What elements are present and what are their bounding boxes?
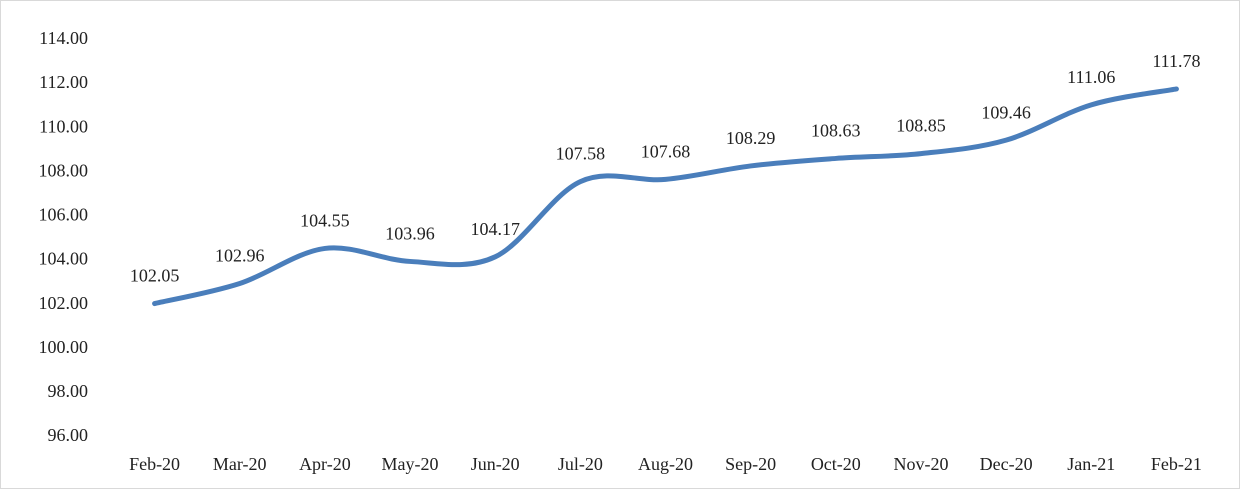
data-label: 107.58 — [556, 144, 606, 164]
y-tick-label: 102.00 — [39, 293, 89, 313]
data-label: 111.78 — [1152, 51, 1200, 71]
x-tick-label: Mar-20 — [213, 454, 267, 474]
y-tick-label: 104.00 — [39, 249, 89, 269]
x-tick-label: Feb-20 — [129, 454, 180, 474]
y-tick-label: 110.00 — [39, 116, 88, 136]
line — [152, 86, 1179, 307]
x-tick-label: Jun-20 — [471, 454, 520, 474]
y-tick-label: 112.00 — [39, 72, 88, 92]
y-tick-label: 100.00 — [39, 337, 89, 357]
data-label: 102.05 — [130, 266, 180, 286]
x-tick-label: Aug-20 — [638, 454, 693, 474]
data-label: 108.63 — [811, 121, 861, 141]
y-tick-label: 96.00 — [48, 425, 89, 445]
data-label: 107.68 — [641, 142, 691, 162]
data-label: 109.46 — [981, 102, 1031, 122]
x-tick-label: Jul-20 — [558, 454, 603, 474]
x-tick-label: Nov-20 — [893, 454, 948, 474]
y-tick-label: 114.00 — [39, 28, 88, 48]
data-label: 102.96 — [215, 246, 265, 266]
x-tick-label: Sep-20 — [725, 454, 776, 474]
x-tick-label: Apr-20 — [299, 454, 351, 474]
data-label: 103.96 — [385, 224, 435, 244]
data-label: 108.85 — [896, 116, 946, 136]
y-tick-label: 98.00 — [48, 381, 89, 401]
x-tick-label: Dec-20 — [980, 454, 1033, 474]
x-tick-label: Oct-20 — [811, 454, 861, 474]
y-tick-label: 108.00 — [39, 160, 89, 180]
y-tick-label: 106.00 — [39, 205, 89, 225]
x-tick-label: May-20 — [382, 454, 439, 474]
x-tick-label: Feb-21 — [1151, 454, 1202, 474]
x-tick-label: Jan-21 — [1067, 454, 1115, 474]
data-label: 108.29 — [726, 128, 776, 148]
data-label: 104.55 — [300, 211, 350, 231]
data-label: 111.06 — [1067, 67, 1115, 87]
data-label: 104.17 — [470, 219, 520, 239]
